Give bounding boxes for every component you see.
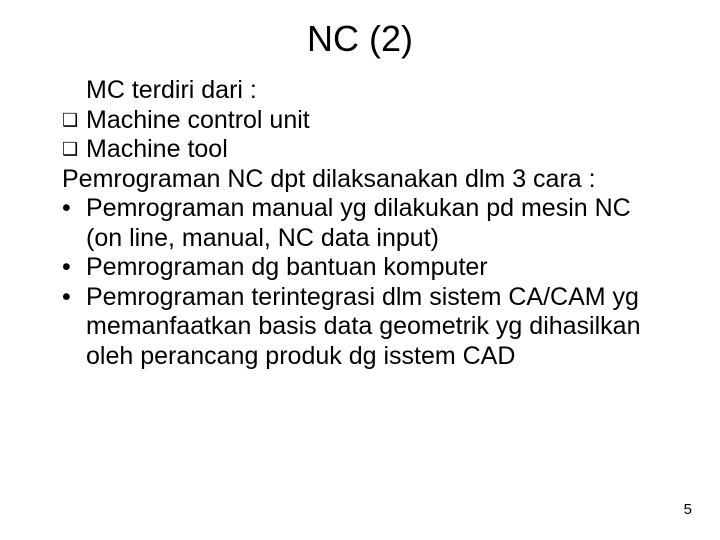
square-bullet-icon: ❑ [62,135,86,163]
intro-line: MC terdiri dari : [62,76,670,106]
body-content: MC terdiri dari : ❑ Machine control unit… [0,66,720,371]
box-item-text: Machine control unit [86,106,670,136]
dot-bullet-icon: • [62,283,86,311]
intro-text: MC terdiri dari : [62,76,670,106]
bullet-text: Pemrograman terintegrasi dlm sistem CA/C… [86,283,670,372]
box-item: ❑ Machine tool [62,135,670,165]
square-bullet-icon: ❑ [62,106,86,134]
slide: NC (2) MC terdiri dari : ❑ Machine contr… [0,0,720,540]
bullet-item: • Pemrograman terintegrasi dlm sistem CA… [62,283,670,372]
box-item: ❑ Machine control unit [62,106,670,136]
page-number: 5 [684,501,692,518]
bullet-item: • Pemrograman dg bantuan komputer [62,253,670,283]
intro2-text: Pemrograman NC dpt dilaksanakan dlm 3 ca… [62,165,670,195]
dot-bullet-icon: • [62,194,86,222]
bullet-text: Pemrograman manual yg dilakukan pd mesin… [86,194,670,253]
bullet-text: Pemrograman dg bantuan komputer [86,253,670,283]
intro2-line: Pemrograman NC dpt dilaksanakan dlm 3 ca… [62,165,670,195]
box-item-text: Machine tool [86,135,670,165]
dot-bullet-icon: • [62,253,86,281]
page-title: NC (2) [0,0,720,66]
bullet-item: • Pemrograman manual yg dilakukan pd mes… [62,194,670,253]
